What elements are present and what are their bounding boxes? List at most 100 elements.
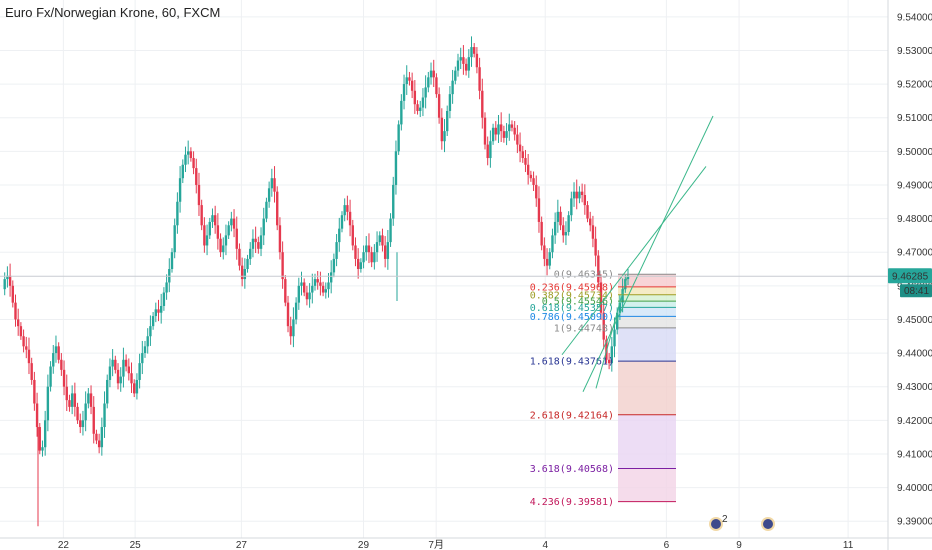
fib-zone — [618, 274, 676, 287]
candle-body — [19, 326, 23, 337]
candle-body — [151, 316, 155, 327]
fib-zone — [618, 301, 676, 308]
fib-zone — [618, 316, 676, 328]
candle-body — [499, 124, 503, 132]
x-tick-label: 29 — [358, 540, 370, 550]
candle-body — [257, 242, 260, 249]
y-tick-label: 9.53000 — [897, 46, 932, 57]
x-tick-label: 11 — [843, 540, 854, 550]
candle-body — [467, 57, 471, 71]
candle-body — [456, 60, 460, 71]
candle-body — [475, 53, 479, 68]
fib-zone — [618, 286, 676, 295]
candle-body — [389, 218, 392, 243]
candle-body — [559, 211, 562, 226]
candle-body — [340, 215, 344, 229]
candle-body — [33, 379, 36, 404]
candle-body — [338, 228, 341, 243]
fib-zone — [618, 414, 676, 469]
candle-body — [124, 359, 128, 367]
candle-body — [305, 292, 309, 300]
candle-body — [524, 158, 527, 165]
candle-body — [284, 279, 287, 303]
candle-body — [545, 258, 549, 266]
fib-label: 2.618(9.42164) — [530, 410, 614, 421]
candle-body — [230, 218, 233, 226]
candle-body — [472, 47, 476, 54]
y-tick-label: 9.51000 — [897, 113, 932, 124]
candle-body — [346, 205, 349, 212]
y-tick-label: 9.40000 — [897, 483, 932, 494]
fib-zone — [618, 468, 676, 502]
candle-body — [583, 195, 587, 206]
candle-body — [362, 252, 365, 263]
candle-body — [516, 134, 519, 145]
candle-body — [419, 107, 422, 111]
candle-body — [599, 282, 603, 313]
candle-body — [178, 178, 182, 202]
candle-body — [224, 235, 228, 246]
candle-body — [168, 269, 171, 283]
candle-body — [394, 151, 398, 185]
candle-body — [405, 77, 408, 85]
candle-body — [510, 124, 514, 128]
candle-body — [119, 376, 122, 384]
candle-body — [586, 205, 589, 219]
candle-body — [213, 215, 217, 226]
y-tick-label: 9.48000 — [897, 214, 932, 225]
candle-body — [408, 77, 411, 81]
time-axis: 22 25 27 29 7月 4 6 9 11 — [58, 539, 854, 550]
candle-body — [421, 97, 425, 108]
candle-body — [308, 292, 311, 300]
candle-body — [184, 154, 187, 165]
candle-body — [470, 47, 473, 58]
candle-body — [435, 77, 438, 95]
candle-body — [60, 359, 63, 370]
candle-body — [335, 242, 338, 259]
candle-body — [219, 238, 222, 253]
candle-body — [141, 353, 144, 364]
candle-body — [143, 346, 147, 354]
candle-body — [324, 289, 327, 293]
candle-body — [416, 104, 419, 111]
candle-body — [356, 258, 360, 269]
candle-body — [289, 326, 292, 337]
candle-body — [354, 245, 357, 259]
candle-body — [108, 366, 112, 380]
y-tick-label: 9.41000 — [897, 449, 932, 460]
candle-body — [87, 393, 90, 404]
candle-body — [130, 373, 133, 384]
candle-body — [84, 403, 87, 421]
candle-body — [195, 168, 198, 185]
candle-body — [513, 127, 516, 135]
fib-zone — [618, 307, 676, 317]
candle-body — [570, 198, 573, 216]
fib-label: 0.236(9.45968) — [530, 282, 614, 293]
candle-body — [165, 282, 168, 293]
candle-body — [157, 309, 160, 313]
candle-body — [437, 94, 441, 118]
candle-body — [303, 282, 306, 293]
candle-body — [616, 312, 619, 330]
event-marker-dot — [711, 519, 721, 529]
candle-body — [103, 403, 106, 428]
candle-body — [397, 124, 400, 152]
candle-body — [222, 245, 225, 253]
candle-body — [249, 248, 252, 259]
candle-body — [49, 366, 52, 387]
candle-body — [556, 211, 560, 222]
candle-body — [189, 151, 193, 159]
candle-body — [62, 369, 66, 387]
candle-body — [375, 242, 379, 253]
fib-label: 1.618(9.43761) — [530, 357, 614, 368]
candle-body — [359, 262, 363, 269]
candle-body — [135, 379, 139, 394]
countdown-label: 08:41 — [904, 286, 929, 297]
candle-body — [594, 238, 597, 256]
candle-body — [508, 124, 511, 132]
candle-body — [578, 191, 581, 199]
candle-body — [111, 359, 114, 367]
candle-body — [316, 279, 319, 283]
candle-body — [410, 80, 414, 91]
